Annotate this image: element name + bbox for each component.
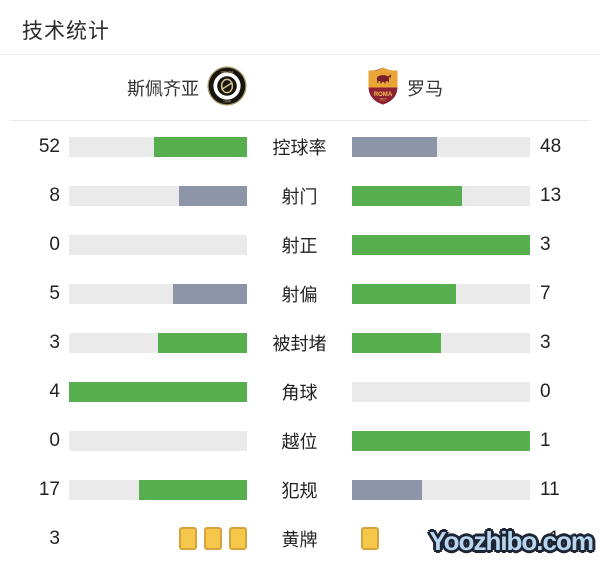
home-value: 52 bbox=[38, 135, 60, 157]
home-team-logo-icon: SPEZIA 1906 bbox=[207, 65, 247, 111]
away-team-name: 罗马 bbox=[407, 79, 443, 99]
away-value: 1 bbox=[549, 527, 560, 549]
stat-row-blocked: 3 被封堵 3 bbox=[0, 318, 600, 367]
stat-row-shots-off-target: 5 射偏 7 bbox=[0, 269, 600, 318]
away-bar-fill bbox=[352, 332, 441, 353]
away-bar bbox=[352, 185, 530, 206]
away-bar-fill bbox=[352, 185, 463, 206]
stat-row-offside: 0 越位 1 bbox=[0, 416, 600, 465]
away-yellow-cards bbox=[361, 527, 539, 551]
stat-label: 控球率 bbox=[272, 137, 327, 158]
away-value: 7 bbox=[540, 282, 551, 304]
away-bar bbox=[352, 430, 530, 451]
away-bar-fill bbox=[352, 283, 456, 304]
yellow-card-icon bbox=[361, 527, 379, 550]
home-bar bbox=[69, 136, 247, 157]
away-team: ROMA 1927 罗马 bbox=[300, 67, 600, 110]
stat-row-shots-on-target: 0 射正 3 bbox=[0, 220, 600, 269]
svg-text:1927: 1927 bbox=[379, 97, 387, 101]
away-bar-fill bbox=[352, 234, 530, 255]
home-bar-fill bbox=[154, 136, 247, 157]
home-bar-fill bbox=[179, 185, 247, 206]
yellow-card-icon bbox=[179, 527, 197, 550]
away-bar bbox=[352, 381, 530, 402]
svg-text:ROMA: ROMA bbox=[374, 91, 393, 97]
away-bar bbox=[352, 136, 530, 157]
home-bar bbox=[69, 381, 247, 402]
away-team-logo-icon: ROMA 1927 bbox=[368, 67, 398, 110]
away-value: 11 bbox=[540, 478, 560, 500]
away-value: 3 bbox=[540, 331, 551, 353]
home-bar bbox=[69, 283, 247, 304]
home-yellow-cards bbox=[69, 527, 247, 551]
stat-row-yellow-cards: 3 黄牌 1 bbox=[0, 514, 600, 563]
away-value: 1 bbox=[540, 429, 551, 451]
stats-list: 52 控球率 48 8 射门 13 0 射正 3 5 射偏 7 3 被封堵 3 … bbox=[0, 121, 600, 563]
stat-label: 犯规 bbox=[281, 480, 318, 501]
yellow-card-icon bbox=[229, 527, 247, 550]
page-title: 技术统计 bbox=[22, 20, 110, 43]
stat-label: 射偏 bbox=[281, 284, 318, 305]
away-value: 48 bbox=[540, 135, 562, 157]
watermark: Yoozhibo.com bbox=[429, 526, 594, 556]
home-bar-fill bbox=[172, 283, 247, 304]
home-value: 4 bbox=[49, 380, 60, 402]
away-value: 13 bbox=[540, 184, 562, 206]
home-value: 17 bbox=[38, 478, 60, 500]
away-value: 3 bbox=[540, 233, 551, 255]
home-bar bbox=[69, 479, 247, 500]
away-value: 0 bbox=[540, 380, 551, 402]
away-bar-fill bbox=[352, 430, 530, 451]
home-value: 3 bbox=[49, 527, 60, 549]
away-bar-fill bbox=[352, 136, 438, 157]
yellow-card-icon bbox=[204, 527, 222, 550]
title-bar: 技术统计 bbox=[0, 0, 600, 55]
team-header: 斯佩齐亚 SPEZIA 1906 bbox=[0, 55, 600, 121]
svg-text:SPEZIA: SPEZIA bbox=[221, 70, 234, 74]
home-bar bbox=[69, 430, 247, 451]
home-bar-fill bbox=[138, 479, 247, 500]
home-bar-fill bbox=[69, 381, 247, 402]
svg-text:1906: 1906 bbox=[223, 99, 231, 103]
stat-row-shots: 8 射门 13 bbox=[0, 171, 600, 220]
stat-row-fouls: 17 犯规 11 bbox=[0, 465, 600, 514]
stat-row-corners: 4 角球 0 bbox=[0, 367, 600, 416]
stat-label: 越位 bbox=[281, 431, 318, 452]
stat-label: 射门 bbox=[281, 186, 318, 207]
home-bar bbox=[69, 332, 247, 353]
home-value: 3 bbox=[49, 331, 60, 353]
stat-label: 角球 bbox=[281, 382, 318, 403]
home-team-name: 斯佩齐亚 bbox=[127, 79, 199, 99]
away-bar bbox=[352, 479, 530, 500]
away-bar bbox=[352, 332, 530, 353]
stat-row-possession: 52 控球率 48 bbox=[0, 122, 600, 171]
away-bar bbox=[352, 283, 530, 304]
stat-label: 被封堵 bbox=[272, 333, 327, 354]
stat-label: 黄牌 bbox=[281, 529, 318, 550]
home-value: 0 bbox=[49, 429, 60, 451]
home-value: 8 bbox=[49, 184, 60, 206]
home-value: 0 bbox=[49, 233, 60, 255]
home-bar bbox=[69, 185, 247, 206]
home-value: 5 bbox=[49, 282, 60, 304]
stat-label: 射正 bbox=[281, 235, 318, 256]
away-bar-fill bbox=[352, 479, 422, 500]
away-bar bbox=[352, 234, 530, 255]
home-bar bbox=[69, 234, 247, 255]
home-bar-fill bbox=[158, 332, 247, 353]
home-team: 斯佩齐亚 SPEZIA 1906 bbox=[0, 65, 300, 111]
